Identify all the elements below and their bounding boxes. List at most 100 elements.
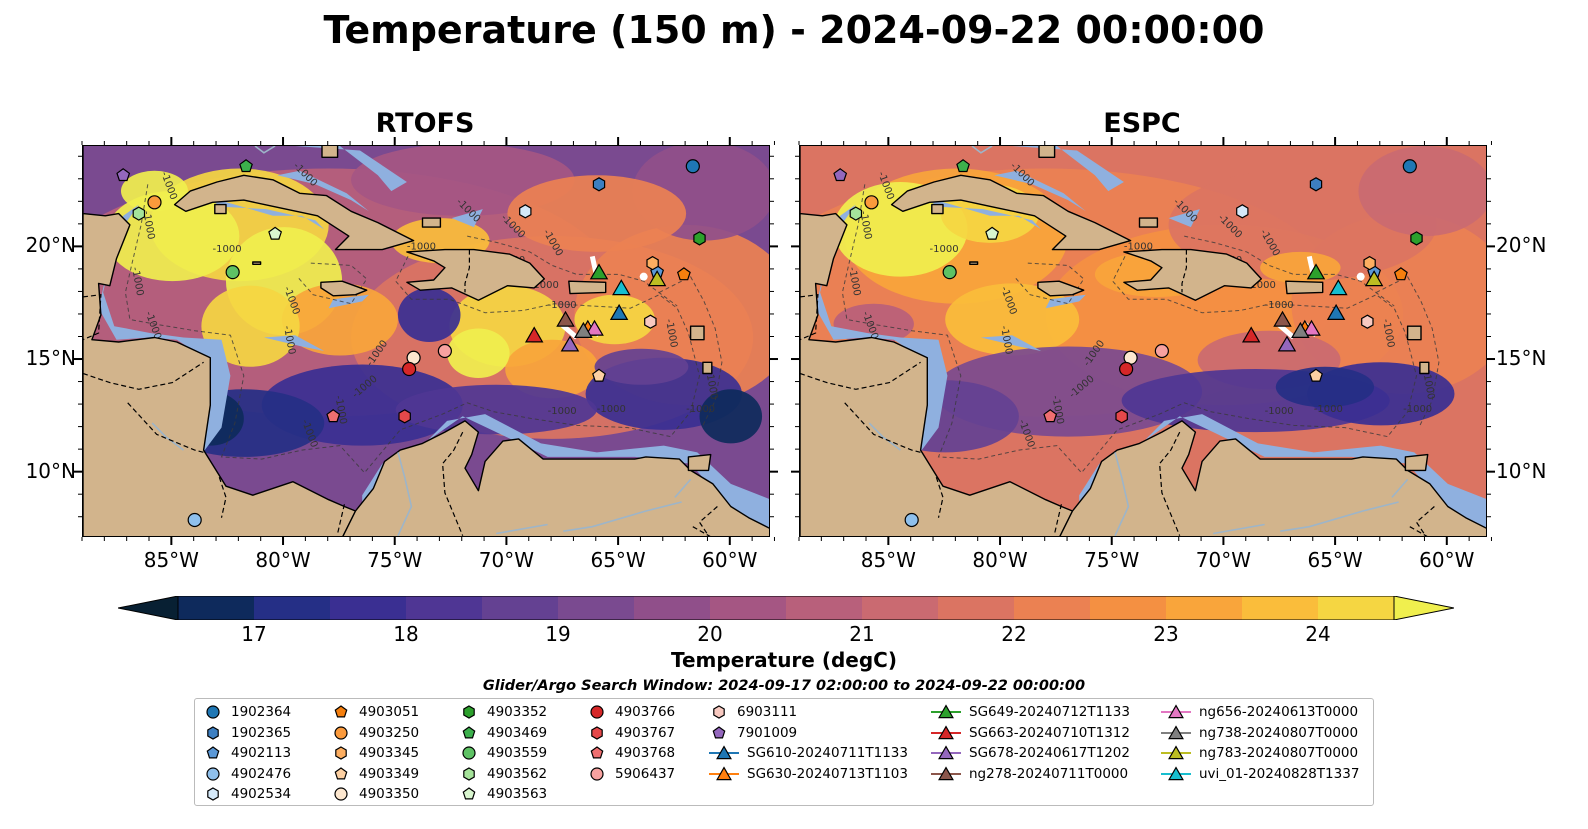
circle-marker-icon bbox=[206, 766, 220, 781]
marker-4903768[interactable] bbox=[1043, 409, 1058, 423]
marker-uvi_01-20240828T1337[interactable] bbox=[1329, 279, 1348, 296]
marker-4903767[interactable] bbox=[398, 409, 411, 424]
marker-5906437[interactable] bbox=[1154, 343, 1169, 359]
legend-item: SG610-20240711T1133 bbox=[709, 743, 908, 763]
marker-SG663-20240710T1312[interactable] bbox=[1241, 326, 1261, 343]
marker-4903766[interactable] bbox=[1119, 361, 1134, 377]
marker-1902365[interactable] bbox=[592, 177, 606, 192]
marker-5906437[interactable] bbox=[437, 343, 452, 359]
marker-4903349[interactable] bbox=[1309, 368, 1323, 382]
legend-item: 4903349 bbox=[331, 764, 419, 784]
marker-uvi_01-20240828T1337[interactable] bbox=[612, 279, 631, 296]
marker-4902534[interactable] bbox=[1236, 204, 1249, 219]
marker-4902476[interactable] bbox=[187, 512, 202, 528]
marker-6903111[interactable] bbox=[644, 314, 657, 329]
cuba bbox=[173, 174, 415, 251]
x-tick-label: 65°W bbox=[1307, 548, 1363, 572]
marker-ng656-20240613T0000[interactable] bbox=[585, 319, 604, 336]
marker-4903051[interactable] bbox=[1393, 267, 1408, 281]
colorbar-bin bbox=[1166, 596, 1243, 620]
marker-ng783-20240807T0000[interactable] bbox=[647, 270, 667, 287]
y-tick-label-right: 15°N bbox=[1496, 346, 1547, 371]
legend-item: 4903562 bbox=[459, 764, 547, 784]
legend-item: 4903559 bbox=[459, 743, 547, 763]
marker-SG678-20240617T1202[interactable] bbox=[560, 335, 580, 352]
colorbar-bin bbox=[1090, 596, 1167, 620]
shelf-areas bbox=[815, 146, 1486, 533]
marker-6903111[interactable] bbox=[1361, 314, 1374, 329]
legend-item-label: 4903350 bbox=[359, 786, 420, 802]
marker-1902364[interactable] bbox=[1402, 159, 1417, 174]
legend-item-label: 4903469 bbox=[487, 724, 548, 741]
hispaniola bbox=[406, 248, 545, 302]
colorbar-bin bbox=[254, 596, 331, 620]
marker-4903559[interactable] bbox=[225, 265, 240, 280]
marker-SG610-20240711T1133[interactable] bbox=[609, 303, 629, 320]
contour-label: -1000 bbox=[548, 406, 577, 417]
marker-7901009[interactable] bbox=[833, 168, 848, 182]
map-panel-rtofs[interactable]: -1000 -1000 -1000 -1000 -1000 -1000 -1000 -1000… bbox=[82, 145, 770, 537]
marker-4903345[interactable] bbox=[646, 255, 659, 271]
marker-4903768[interactable] bbox=[326, 409, 341, 423]
puerto-rico bbox=[568, 280, 607, 295]
marker-4903349[interactable] bbox=[592, 368, 606, 382]
marker-SG649-20240712T1133[interactable] bbox=[1306, 263, 1326, 280]
legend-item: 4902113 bbox=[203, 743, 291, 763]
marker-1902365[interactable] bbox=[1309, 177, 1323, 192]
legend-item-label: ng738-20240807T0000 bbox=[1199, 724, 1359, 741]
marker-4902476[interactable] bbox=[904, 512, 919, 528]
marker-4903345[interactable] bbox=[1363, 255, 1376, 271]
x-tick-label: 70°W bbox=[1195, 548, 1252, 572]
legend-item-label: SG610-20240711T1133 bbox=[747, 745, 908, 761]
y-tick-label-right: 20°N bbox=[1496, 233, 1547, 258]
marker-4903469[interactable] bbox=[239, 159, 253, 173]
marker-4903766[interactable] bbox=[402, 361, 417, 377]
marker-1902364[interactable] bbox=[685, 159, 700, 174]
marker-SG649-20240712T1133[interactable] bbox=[589, 263, 609, 280]
marker-4903051[interactable] bbox=[676, 267, 691, 281]
marker-4903562[interactable] bbox=[132, 206, 146, 221]
hexagon-marker-icon bbox=[335, 746, 347, 760]
legend-item-label: 1902364 bbox=[231, 704, 292, 720]
marker-4903250[interactable] bbox=[864, 195, 879, 210]
legend: 1902364 1902365 4902113 4902476 4902534 49030… bbox=[194, 698, 1374, 806]
marker-4903352[interactable] bbox=[1410, 231, 1423, 246]
marker-4903563[interactable] bbox=[985, 226, 1000, 240]
contour-label: -1000 bbox=[1265, 300, 1294, 311]
marker-4903562[interactable] bbox=[849, 206, 863, 221]
legend-item: 4903250 bbox=[331, 723, 419, 743]
legend-item-label: 1902365 bbox=[231, 724, 292, 741]
legend-item-label: 4903766 bbox=[615, 704, 676, 720]
marker-4902534[interactable] bbox=[519, 204, 532, 219]
marker-ng738-20240807T0000[interactable] bbox=[1291, 321, 1310, 338]
contour-label: -1000 bbox=[407, 242, 436, 253]
marker-ng278-20240711T0000[interactable] bbox=[1273, 310, 1292, 327]
marker-4903563[interactable] bbox=[268, 226, 283, 240]
marker-ng738-20240807T0000[interactable] bbox=[574, 321, 593, 338]
marker-SG663-20240710T1312[interactable] bbox=[524, 326, 544, 343]
hexagon-marker-icon bbox=[463, 766, 475, 781]
marker-4903469[interactable] bbox=[956, 159, 970, 173]
marker-4903559[interactable] bbox=[942, 265, 957, 280]
contour-label: -1000 bbox=[1420, 370, 1436, 401]
marker-ng278-20240711T0000[interactable] bbox=[556, 310, 575, 327]
map-panel-espc[interactable]: -1000 -1000 -1000 -1000 -1000 -1000 -1000 -1000… bbox=[799, 145, 1487, 537]
hexagon-marker-icon bbox=[207, 725, 219, 740]
marker-ng656-20240613T0000[interactable] bbox=[1302, 319, 1321, 336]
marker-ng783-20240807T0000[interactable] bbox=[1364, 270, 1384, 287]
legend-item-label: 4902113 bbox=[231, 745, 292, 761]
country-borders bbox=[800, 249, 1435, 536]
hexagon-marker-icon bbox=[591, 725, 603, 740]
x-tick-label: 60°W bbox=[1419, 548, 1475, 572]
marker-SG678-20240617T1202[interactable] bbox=[1277, 335, 1297, 352]
marker-4903352[interactable] bbox=[693, 231, 706, 246]
marker-4903250[interactable] bbox=[147, 195, 162, 210]
marker-SG610-20240711T1133[interactable] bbox=[1326, 303, 1346, 320]
triangle-marker-icon bbox=[931, 765, 961, 780]
legend-item-label: 4903563 bbox=[487, 786, 548, 802]
triangle-marker-icon bbox=[1161, 704, 1191, 719]
marker-4903767[interactable] bbox=[1115, 409, 1128, 424]
contour-label: -1000 bbox=[281, 325, 297, 356]
legend-item: 6903111 bbox=[709, 702, 797, 722]
marker-7901009[interactable] bbox=[116, 168, 131, 182]
